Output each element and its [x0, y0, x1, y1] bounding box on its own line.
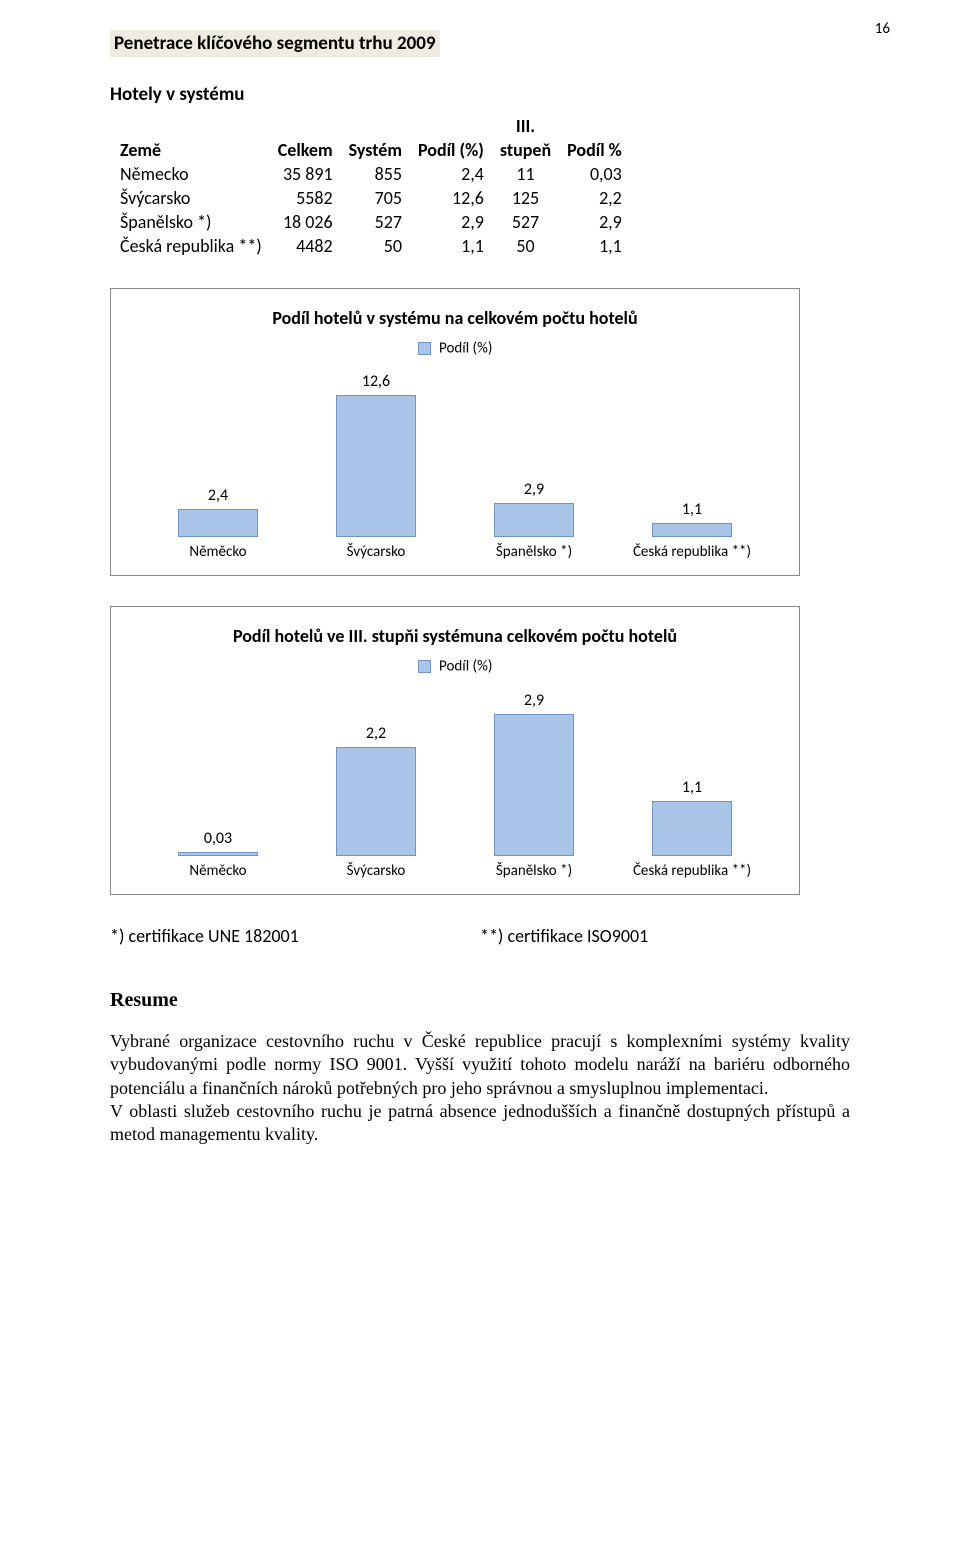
- chart-1-plot: 2,4 12,6 2,9 1,1: [139, 367, 771, 537]
- chart-1-container: Podíl hotelů v systému na celkovém počtu…: [110, 288, 800, 576]
- header-tier3-share: Podíl %: [559, 138, 630, 162]
- cell-tier3-share: 2,9: [559, 210, 630, 234]
- chart-1-legend: Podíl (%): [133, 339, 777, 357]
- resume-body: Vybrané organizace cestovního ruchu v Če…: [110, 1030, 850, 1147]
- table-row: Česká republika **) 4482 50 1,1 50 1,1: [112, 234, 630, 258]
- chart-bar-column: 1,1: [613, 778, 771, 856]
- cell-tier3: 50: [492, 234, 559, 258]
- chart-value-label: 1,1: [682, 500, 702, 519]
- chart-2-legend-swatch: [418, 660, 431, 673]
- header-tier3: stupeň: [492, 138, 559, 162]
- chart-bar: [652, 523, 732, 537]
- chart-2-container: Podíl hotelů ve III. stupňi systémuna ce…: [110, 606, 800, 894]
- chart-bar: [178, 509, 258, 538]
- chart-bar-column: 1,1: [613, 500, 771, 537]
- cell-tier3-share: 1,1: [559, 234, 630, 258]
- cell-tier3: 527: [492, 210, 559, 234]
- cell-system: 50: [341, 234, 410, 258]
- page-number: 16: [875, 20, 890, 38]
- chart-2-plot: 0,03 2,2 2,9 1,1: [139, 686, 771, 856]
- chart-category-label: Španělsko *): [455, 862, 613, 880]
- section-title-wrap: Penetrace klíčového segmentu trhu 2009: [110, 30, 850, 57]
- table-header-row-2: Země Celkem Systém Podíl (%) stupeň Podí…: [112, 138, 630, 162]
- cell-system: 855: [341, 162, 410, 186]
- chart-bar-column: 2,4: [139, 486, 297, 538]
- cell-country: Švýcarsko: [112, 186, 270, 210]
- cert-left: *) certifikace UNE 182001: [110, 925, 480, 947]
- cell-share: 1,1: [410, 234, 492, 258]
- chart-2-title: Podíl hotelů ve III. stupňi systémuna ce…: [133, 625, 777, 647]
- chart-bar: [494, 714, 574, 856]
- table-subtitle: Hotely v systému: [110, 83, 850, 106]
- chart-bar-column: 2,9: [455, 691, 613, 856]
- chart-bar-column: 0,03: [139, 829, 297, 855]
- chart-2-legend: Podíl (%): [133, 657, 777, 675]
- chart-2-legend-label: Podíl (%): [439, 658, 492, 676]
- certification-footnotes: *) certifikace UNE 182001 **) certifikac…: [110, 925, 850, 947]
- chart-category-label: Něměcko: [139, 543, 297, 561]
- chart-bar-column: 12,6: [297, 372, 455, 537]
- table-row: Španělsko *) 18 026 527 2,9 527 2,9: [112, 210, 630, 234]
- chart-category-label: Španělsko *): [455, 543, 613, 561]
- chart-bar: [178, 852, 258, 855]
- chart-category-label: Česká republika **): [613, 862, 771, 880]
- table-row: Německo 35 891 855 2,4 11 0,03: [112, 162, 630, 186]
- cell-country: Česká republika **): [112, 234, 270, 258]
- header-iii: III.: [492, 114, 559, 138]
- chart-bar: [494, 503, 574, 537]
- chart-1-categories: NěměckoŠvýcarskoŠpanělsko *)Česká republ…: [139, 543, 771, 561]
- cell-tier3: 11: [492, 162, 559, 186]
- header-share: Podíl (%): [410, 138, 492, 162]
- cell-total: 4482: [270, 234, 341, 258]
- cell-system: 527: [341, 210, 410, 234]
- chart-1-legend-swatch: [418, 342, 431, 355]
- chart-1-legend-label: Podíl (%): [439, 339, 492, 357]
- cell-country: Španělsko *): [112, 210, 270, 234]
- cell-tier3-share: 2,2: [559, 186, 630, 210]
- data-table: III. Země Celkem Systém Podíl (%) stupeň…: [112, 114, 630, 258]
- chart-value-label: 2,4: [208, 486, 228, 505]
- chart-value-label: 12,6: [362, 372, 390, 391]
- chart-category-label: Něměcko: [139, 862, 297, 880]
- chart-bar-column: 2,2: [297, 724, 455, 855]
- cell-tier3-share: 0,03: [559, 162, 630, 186]
- cell-system: 705: [341, 186, 410, 210]
- chart-bar: [336, 395, 416, 537]
- chart-value-label: 2,2: [366, 724, 386, 743]
- document-page: 16 Penetrace klíčového segmentu trhu 200…: [0, 0, 960, 1187]
- chart-value-label: 2,9: [524, 480, 544, 499]
- chart-category-label: Česká republika **): [613, 543, 771, 561]
- cell-total: 5582: [270, 186, 341, 210]
- cell-tier3: 125: [492, 186, 559, 210]
- cell-share: 2,9: [410, 210, 492, 234]
- chart-category-label: Švýcarsko: [297, 862, 455, 880]
- chart-value-label: 0,03: [204, 829, 232, 848]
- chart-value-label: 1,1: [682, 778, 702, 797]
- chart-category-label: Švýcarsko: [297, 543, 455, 561]
- cell-share: 12,6: [410, 186, 492, 210]
- cert-right: **) certifikace ISO9001: [480, 925, 850, 947]
- header-country: Země: [112, 138, 270, 162]
- cell-total: 18 026: [270, 210, 341, 234]
- chart-value-label: 2,9: [524, 691, 544, 710]
- cell-country: Německo: [112, 162, 270, 186]
- header-total: Celkem: [270, 138, 341, 162]
- cell-total: 35 891: [270, 162, 341, 186]
- table-row: Švýcarsko 5582 705 12,6 125 2,2: [112, 186, 630, 210]
- table-header-row-1: III.: [112, 114, 630, 138]
- chart-1-title: Podíl hotelů v systému na celkovém počtu…: [133, 307, 777, 329]
- chart-bar: [336, 747, 416, 855]
- resume-para-1: Vybrané organizace cestovního ruchu v Če…: [110, 1031, 850, 1098]
- chart-bar-column: 2,9: [455, 480, 613, 537]
- cell-share: 2,4: [410, 162, 492, 186]
- chart-2-categories: NěměckoŠvýcarskoŠpanělsko *)Česká republ…: [139, 862, 771, 880]
- resume-heading: Resume: [110, 989, 850, 1012]
- section-title: Penetrace klíčového segmentu trhu 2009: [110, 30, 440, 57]
- chart-bar: [652, 801, 732, 856]
- resume-para-2: V oblasti služeb cestovního ruchu je pat…: [110, 1101, 850, 1144]
- header-system: Systém: [341, 138, 410, 162]
